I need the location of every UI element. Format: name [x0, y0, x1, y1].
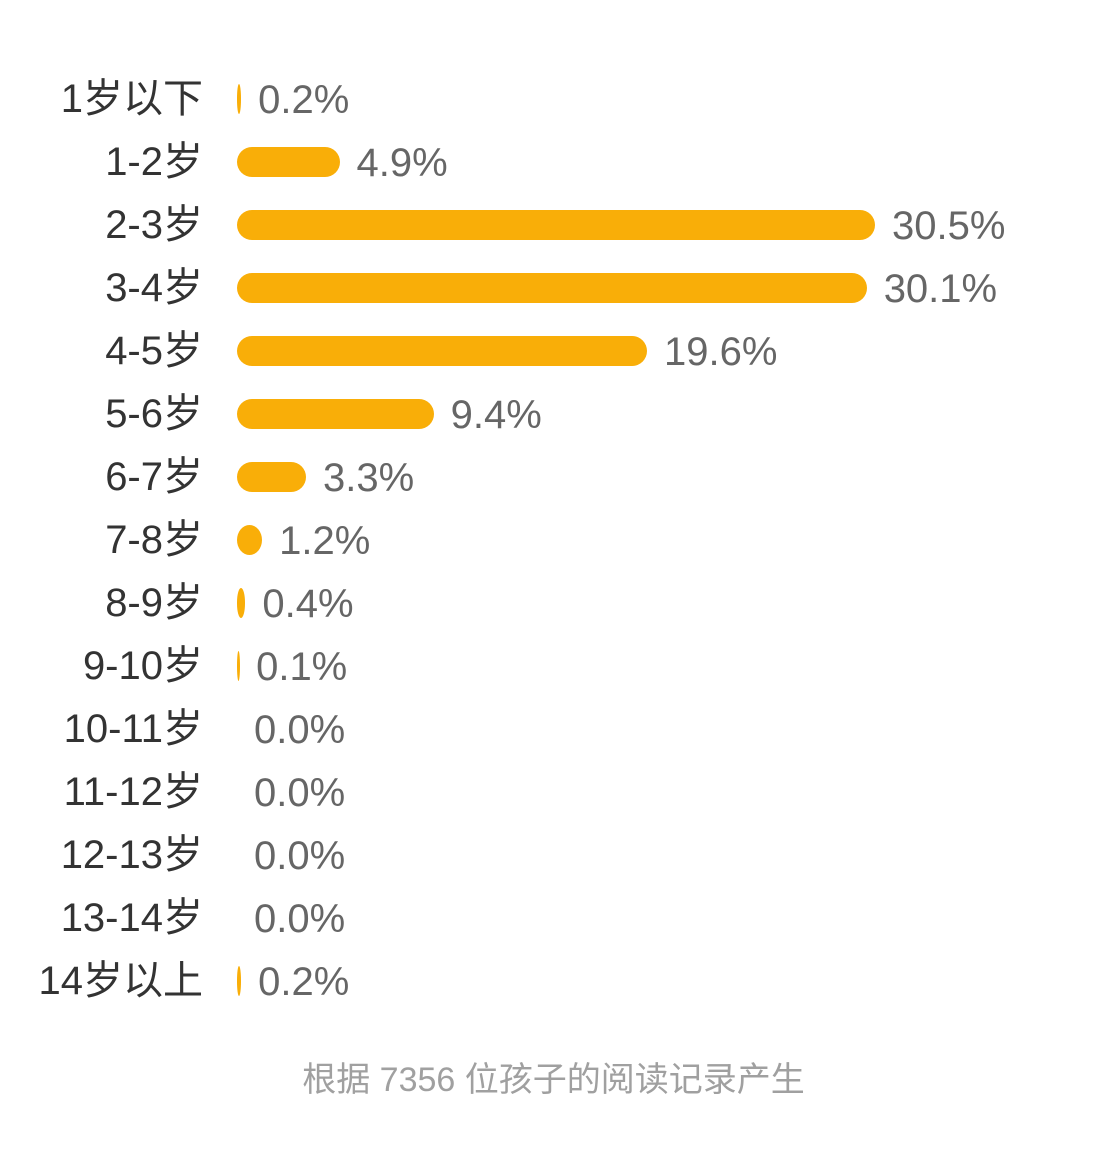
value-label: 0.0% [254, 834, 346, 878]
category-label: 9-10岁 [82, 644, 203, 688]
value-label: 0.2% [258, 960, 350, 1004]
value-label: 19.6% [664, 330, 778, 374]
value-label: 0.2% [258, 78, 350, 122]
category-label: 14岁以上 [38, 959, 204, 1003]
value-label: 0.0% [254, 708, 346, 752]
age-distribution-chart: 1岁以下 0.2% 1-2岁 4.9% 2-3岁 30.5% 3-4岁 30.1% 4-5岁 19… [38, 77, 1006, 1004]
bar [237, 966, 242, 996]
bar [237, 399, 434, 429]
category-label: 3-4岁 [105, 266, 203, 310]
bar [237, 210, 876, 240]
category-label: 10-11岁 [63, 707, 203, 751]
bar [237, 462, 307, 492]
category-label: 7-8岁 [105, 518, 203, 562]
bar [237, 588, 246, 618]
category-label: 5-6岁 [105, 392, 203, 436]
bar [237, 525, 263, 555]
category-label: 8-9岁 [105, 581, 203, 625]
category-label: 1岁以下 [60, 77, 203, 121]
category-label: 2-3岁 [105, 203, 203, 247]
bar [237, 147, 340, 177]
value-label: 4.9% [356, 141, 448, 185]
bar [237, 651, 240, 681]
value-label: 0.0% [254, 771, 346, 815]
bar [237, 336, 648, 366]
value-label: 9.4% [450, 393, 542, 437]
chart-footnote: 根据 7356 位孩子的阅读记录产生 [302, 1061, 805, 1099]
category-label: 4-5岁 [105, 329, 203, 373]
value-label: 0.4% [262, 582, 354, 626]
bar [237, 273, 867, 303]
value-label: 0.1% [256, 645, 348, 689]
value-label: 3.3% [323, 456, 415, 500]
category-label: 12-13岁 [60, 833, 203, 877]
category-label: 1-2岁 [105, 140, 203, 184]
bar [237, 84, 242, 114]
category-label: 13-14岁 [60, 896, 203, 940]
value-label: 1.2% [279, 519, 371, 563]
category-label: 11-12岁 [63, 770, 203, 814]
value-label: 30.5% [892, 204, 1006, 248]
value-label: 0.0% [254, 897, 346, 941]
category-label: 6-7岁 [105, 455, 203, 499]
value-label: 30.1% [883, 267, 998, 311]
